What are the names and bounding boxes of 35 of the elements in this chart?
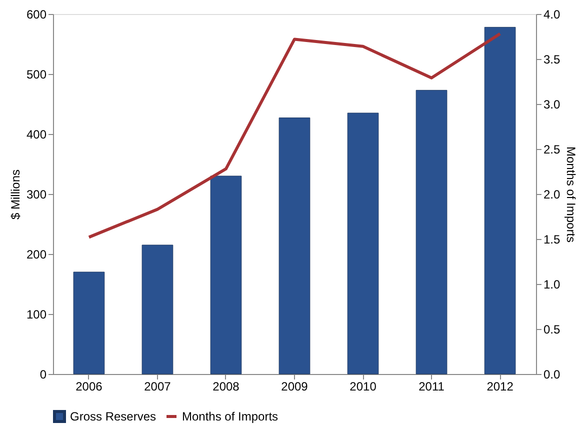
bar [416,90,448,374]
y2-tick-label: 4.0 [544,8,561,22]
y-tick-label: 300 [26,188,47,202]
y-tick-label: 100 [26,308,47,322]
legend-label: Gross Reserves [70,410,156,424]
bar [73,272,105,374]
y-tick-label: 400 [26,128,47,142]
y-tick-label: 500 [26,68,47,82]
x-tick-label: 2010 [350,380,377,394]
y-tick-label: 0 [40,368,47,382]
bar [210,176,242,374]
x-tick-label: 2011 [418,380,445,394]
x-tick-label: 2012 [486,380,514,394]
y2-tick-label: 2.5 [544,142,561,156]
y-tick-label: 600 [26,8,47,22]
x-tick-label: 2009 [281,380,308,394]
x-tick-label: 2007 [144,380,172,394]
bar [142,244,174,374]
x-tick-label: 2006 [76,380,103,394]
bar [347,112,379,374]
y2-tick-label: 0.0 [544,368,561,382]
y-axis-title: $ Millions [8,169,22,220]
bar [484,26,516,374]
y2-tick-label: 2.0 [544,188,561,202]
x-tick-label: 2008 [212,380,240,394]
bar [278,118,310,374]
y2-axis-title: Months of Imports [564,146,578,243]
legend-label: Months of Imports [182,410,278,424]
y2-tick-label: 1.0 [544,278,561,292]
y-tick-label: 200 [26,248,47,262]
y2-tick-label: 0.5 [544,322,561,336]
line-series [87,32,502,239]
y2-tick-label: 3.5 [544,52,561,66]
y2-tick-label: 3.0 [544,98,561,112]
y2-tick-label: 1.5 [544,232,561,246]
